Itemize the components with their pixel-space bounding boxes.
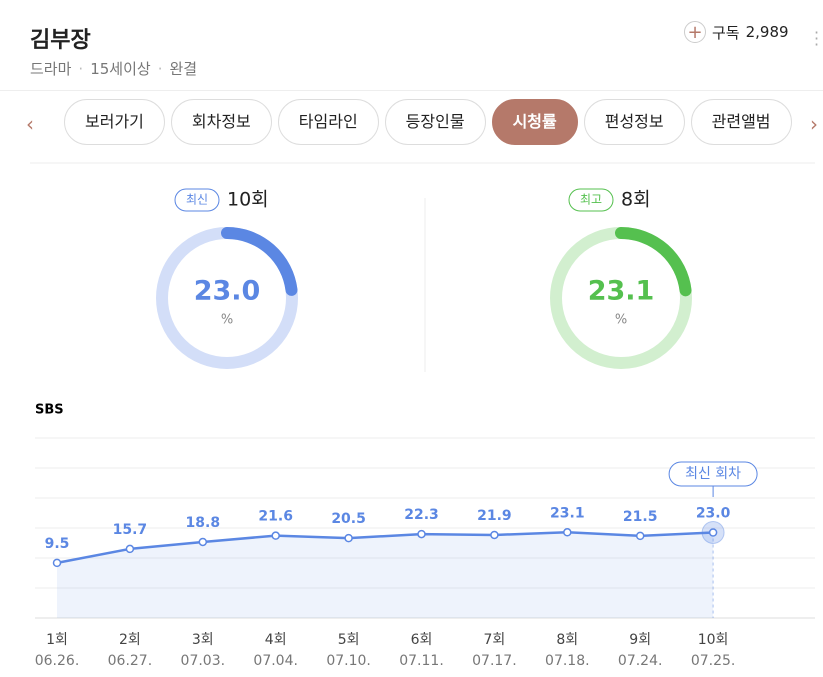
x-tick-label: 8회 xyxy=(556,632,578,648)
meta-item: 완결 xyxy=(151,58,197,79)
tab[interactable]: 타임라인 xyxy=(277,99,379,145)
tab[interactable]: 편성정보 xyxy=(583,99,685,145)
more[interactable]: · · · xyxy=(814,23,820,54)
donut-track xyxy=(156,227,298,369)
value-label: 23.1 xyxy=(550,505,585,521)
next[interactable]: › xyxy=(810,112,818,136)
subscribe-label: 구독 xyxy=(712,23,740,42)
x-tick-label: 2회 xyxy=(119,632,141,648)
tabs: 보러가기 회차정보 타임라인 등장인물 시청률 편성정보 관련앨범 xyxy=(64,99,797,145)
x-date-label: 07.24. xyxy=(618,653,663,669)
divider xyxy=(0,90,823,91)
tab[interactable]: 시청률 xyxy=(491,99,578,145)
donut-track xyxy=(550,227,692,369)
badge xyxy=(568,188,614,212)
x-tick-label: 5회 xyxy=(338,632,360,648)
prev[interactable]: ‹ xyxy=(26,112,34,136)
point xyxy=(271,531,280,540)
annotation-box xyxy=(668,461,758,487)
x-date-label: 07.11. xyxy=(399,653,444,669)
value-label: 23.0 xyxy=(696,506,731,522)
tab[interactable]: 보러가기 xyxy=(64,99,165,145)
x-date-label: 07.17. xyxy=(472,653,517,669)
plus-icon: + xyxy=(684,21,706,43)
x-tick-label: 7회 xyxy=(484,632,506,648)
tab[interactable]: 관련앨범 xyxy=(690,99,792,145)
episode: 8회 xyxy=(621,189,651,211)
x-tick-label: 9회 xyxy=(629,632,651,648)
x-date-label: 06.26. xyxy=(35,653,80,669)
point xyxy=(125,544,135,554)
point xyxy=(490,530,499,540)
donut-value: 23.1 xyxy=(588,276,655,307)
meta-item: 15세이상 xyxy=(71,58,151,79)
badge-text: 최고 xyxy=(580,193,602,207)
badge xyxy=(174,188,220,212)
subscriber-count: 2,989 xyxy=(745,23,789,41)
point xyxy=(198,537,208,547)
donut-arc xyxy=(550,227,692,369)
point xyxy=(635,531,645,541)
badge-text: 최신 xyxy=(186,193,208,207)
value-label: 21.6 xyxy=(258,509,293,525)
latest-halo xyxy=(701,521,725,544)
annotation: 최신 회차 xyxy=(685,466,741,482)
meta: 드라마 15세이상 완결 xyxy=(30,58,197,79)
episode: 10회 xyxy=(227,189,269,211)
value-label: 15.7 xyxy=(113,522,148,538)
x-date-label: 07.04. xyxy=(253,653,298,669)
value-label: 18.8 xyxy=(186,515,221,531)
point xyxy=(563,528,572,537)
donut-unit: % xyxy=(615,313,627,328)
x-tick-label: 4회 xyxy=(265,632,287,648)
donut-unit: % xyxy=(221,313,233,328)
value-label: 21.9 xyxy=(477,508,512,524)
point xyxy=(417,529,426,539)
x-date-label: 07.10. xyxy=(326,653,371,669)
tab[interactable]: 회차정보 xyxy=(170,99,272,145)
area xyxy=(57,532,714,618)
tab[interactable]: 등장인물 xyxy=(384,99,486,145)
point xyxy=(52,558,62,568)
x-date-label: 07.18. xyxy=(545,653,590,669)
point xyxy=(344,533,353,543)
subscribe[interactable]: + 구독 2,989 xyxy=(684,21,789,43)
value-label: 21.5 xyxy=(623,509,658,525)
x-tick-label: 6회 xyxy=(411,632,433,648)
x-tick-label: 10회 xyxy=(698,632,729,648)
x-date-label: 07.25. xyxy=(691,653,736,669)
chart-title: SBS xyxy=(35,403,64,418)
x-tick-label: 1회 xyxy=(46,632,68,648)
point xyxy=(708,528,718,537)
x-date-label: 07.03. xyxy=(181,653,226,669)
line xyxy=(56,531,714,565)
value-label: 22.3 xyxy=(404,507,439,523)
meta-item: 드라마 xyxy=(30,60,72,78)
x-tick-label: 3회 xyxy=(192,632,214,648)
x-date-label: 06.27. xyxy=(108,653,153,669)
title: 김부장 xyxy=(30,28,91,53)
value-label: 9.5 xyxy=(45,536,70,552)
donut-arc xyxy=(156,227,298,369)
value-label: 20.5 xyxy=(331,511,366,527)
donut-value: 23.0 xyxy=(194,276,261,307)
